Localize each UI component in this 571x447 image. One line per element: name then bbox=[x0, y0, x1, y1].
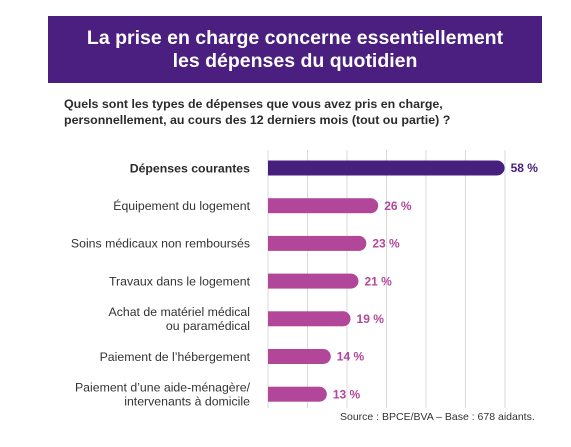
category-label-1: Équipement du logement bbox=[113, 198, 250, 213]
bar-cap-2 bbox=[351, 235, 367, 251]
value-label-0: 58 % bbox=[511, 161, 539, 175]
value-label-4: 19 % bbox=[357, 312, 385, 326]
category-label-5: Paiement de l’hébergement bbox=[100, 350, 251, 364]
bar-cap-5 bbox=[315, 349, 331, 364]
bar-6 bbox=[268, 386, 320, 402]
category-label-4-line-1: Achat de matériel médical bbox=[109, 305, 250, 319]
bar-0 bbox=[268, 160, 498, 176]
category-label-6-line-2: intervenants à domicile bbox=[124, 395, 250, 409]
bar-cap-1 bbox=[363, 198, 379, 214]
bar-cap-0 bbox=[489, 160, 505, 176]
category-label-6-line-1: Paiement d’une aide-ménagère/ bbox=[75, 381, 251, 395]
bar-5 bbox=[268, 349, 324, 364]
bar-1 bbox=[268, 198, 371, 214]
value-label-5: 14 % bbox=[337, 350, 365, 364]
title-line-2: les dépenses du quotidien bbox=[172, 49, 418, 72]
question-line-1: Quels sont les types de dépenses que vou… bbox=[64, 97, 443, 111]
bar-cap-3 bbox=[343, 273, 359, 289]
survey-question: Quels sont les types de dépenses que vou… bbox=[64, 96, 534, 128]
category-label-4-line-2: ou paramédical bbox=[166, 319, 250, 333]
category-label-0: Dépenses courantes bbox=[130, 161, 250, 175]
value-label-3: 21 % bbox=[364, 274, 392, 288]
value-label-1: 26 % bbox=[384, 199, 412, 213]
question-line-2: personnellement, au cours des 12 dernier… bbox=[64, 113, 451, 127]
title-line-1: La prise en charge concerne essentiellem… bbox=[86, 26, 504, 49]
bar-cap-6 bbox=[311, 386, 327, 402]
bar-4 bbox=[268, 311, 344, 327]
category-label-2: Soins médicaux non remboursés bbox=[71, 237, 250, 251]
bar-2 bbox=[268, 235, 359, 251]
value-label-2: 23 % bbox=[372, 237, 400, 251]
bar-3 bbox=[268, 273, 351, 289]
source-note: Source : BPCE/BVA – Base : 678 aidants. bbox=[340, 411, 535, 423]
category-label-3: Travaux dans le logement bbox=[109, 274, 251, 288]
bar-cap-4 bbox=[335, 311, 351, 327]
value-label-6: 13 % bbox=[333, 387, 361, 401]
title-banner: La prise en charge concerne essentiellem… bbox=[48, 16, 542, 83]
